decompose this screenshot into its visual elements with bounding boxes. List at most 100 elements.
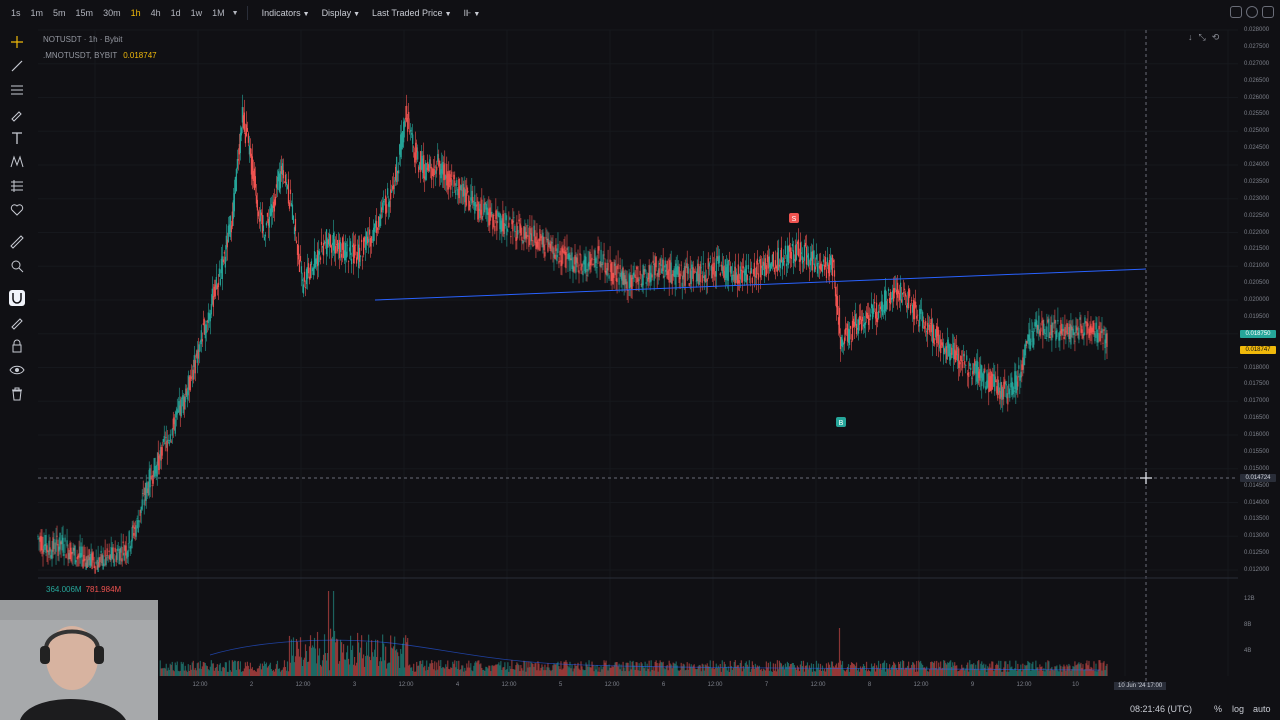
volume-bar <box>414 671 416 676</box>
trash-icon[interactable] <box>0 382 34 406</box>
volume-bar <box>1036 667 1038 676</box>
timeframe-5m[interactable]: 5m <box>53 8 66 18</box>
candle <box>797 239 800 257</box>
volume-bar <box>666 664 668 676</box>
arrow-down-icon[interactable]: ↓ <box>1188 32 1193 42</box>
candle <box>444 163 446 180</box>
volume-bar <box>982 665 984 676</box>
candle <box>814 266 817 270</box>
log-toggle[interactable]: log <box>1232 704 1245 714</box>
auto-toggle[interactable]: auto <box>1253 704 1271 714</box>
volume-bar <box>1045 662 1047 676</box>
refresh-icon[interactable]: ⟲ <box>1211 32 1220 42</box>
settings-icon[interactable] <box>1246 6 1258 18</box>
horizontal-lines-tool-icon[interactable] <box>0 78 34 102</box>
time-axis[interactable]: 12:00 2 12:00 3 12:00 4 12:00 5 12:00 6 12:00 7 12:0… <box>38 680 1238 692</box>
candle <box>907 302 909 309</box>
timeframe-30m[interactable]: 30m <box>103 8 121 18</box>
candle <box>216 285 218 290</box>
trendline[interactable] <box>374 268 1147 301</box>
volume-bar <box>760 668 762 676</box>
volume-bar <box>476 662 478 676</box>
candle <box>872 308 875 314</box>
camera-icon[interactable] <box>1230 6 1242 18</box>
heart-icon[interactable] <box>0 198 34 222</box>
volume-bar <box>289 662 292 676</box>
volume-bar <box>782 665 784 676</box>
volume-bar <box>452 661 454 676</box>
lock-icon[interactable] <box>0 334 34 358</box>
maximize-icon[interactable]: ⤡ <box>1198 32 1206 42</box>
crosshair-tool-icon[interactable] <box>0 30 34 54</box>
ruler-icon[interactable] <box>0 230 34 254</box>
text-tool-icon[interactable] <box>0 126 34 150</box>
indicators-menu[interactable]: Indicators ▼ <box>256 8 316 18</box>
candle <box>255 195 258 204</box>
timeframe-1s[interactable]: 1s <box>11 8 21 18</box>
volume-bar <box>566 662 568 676</box>
volume-bar <box>870 663 873 676</box>
compare-icon[interactable]: ⊪ ▼ <box>463 7 481 18</box>
candle <box>252 170 255 181</box>
timeframe-15m[interactable]: 15m <box>75 8 94 18</box>
candle <box>445 175 447 179</box>
candle <box>104 550 106 557</box>
pattern-tool-icon[interactable] <box>0 150 34 174</box>
volume-bar <box>1002 671 1004 676</box>
display-menu[interactable]: Display ▼ <box>316 8 366 18</box>
candle <box>472 196 474 203</box>
candle <box>582 270 584 276</box>
volume-bar <box>1076 664 1078 676</box>
volume-bar <box>373 656 375 676</box>
utc-clock[interactable]: 08:21:46 (UTC) <box>1130 704 1193 714</box>
volume-bar <box>670 664 672 676</box>
timeframe-1m[interactable]: 1m <box>30 8 44 18</box>
brush-tool-icon[interactable] <box>0 102 34 126</box>
candle <box>572 265 574 273</box>
percent-toggle[interactable]: % <box>1214 704 1223 714</box>
volume-bar <box>415 671 417 676</box>
volume-bar <box>1090 666 1092 676</box>
candle <box>599 261 601 267</box>
zoom-icon[interactable] <box>0 254 34 278</box>
magnet-icon[interactable] <box>0 286 34 310</box>
volume-bar <box>802 660 805 676</box>
price-type-menu[interactable]: Last Traded Price ▼ <box>366 8 457 18</box>
price-scale[interactable]: 0.028000 0.027500 0.027000 0.026500 0.026000… <box>1238 26 1280 586</box>
candle <box>821 264 824 273</box>
candle <box>918 325 920 327</box>
candle <box>861 316 864 322</box>
volume-scale[interactable]: 12B 8B 4B <box>1238 590 1280 680</box>
timeframe-1h[interactable]: 1h <box>130 8 141 18</box>
candle <box>808 267 811 269</box>
volume-bar <box>1013 669 1015 676</box>
candle <box>523 226 525 239</box>
volume-bar <box>302 659 305 676</box>
volume-bar <box>418 665 420 676</box>
candle <box>1006 393 1008 399</box>
volume-bar <box>981 661 983 676</box>
fib-tool-icon[interactable] <box>0 174 34 198</box>
volume-bar <box>312 647 315 676</box>
eye-icon[interactable] <box>0 358 34 382</box>
draw-mode-icon[interactable] <box>0 310 34 334</box>
timeframe-dropdown-icon[interactable]: ▼ <box>231 9 239 17</box>
timeframe-1d[interactable]: 1d <box>170 8 181 18</box>
symbol-title[interactable]: NOTUSDT · 1h · Bybit <box>43 35 123 44</box>
timeframe-1M[interactable]: 1M <box>212 8 225 18</box>
candle <box>1033 338 1035 345</box>
candle <box>369 229 371 235</box>
candle <box>105 557 107 565</box>
timeframe-4h[interactable]: 4h <box>150 8 161 18</box>
candle <box>805 246 808 265</box>
fullscreen-icon[interactable] <box>1262 6 1274 18</box>
volume-bar <box>183 670 185 676</box>
timeframe-1w[interactable]: 1w <box>190 8 203 18</box>
volume-bar <box>264 664 267 676</box>
volume-bar <box>203 662 205 676</box>
volume-bar <box>876 667 879 676</box>
candle <box>858 316 861 325</box>
candle <box>902 292 904 295</box>
trendline-tool-icon[interactable] <box>0 54 34 78</box>
